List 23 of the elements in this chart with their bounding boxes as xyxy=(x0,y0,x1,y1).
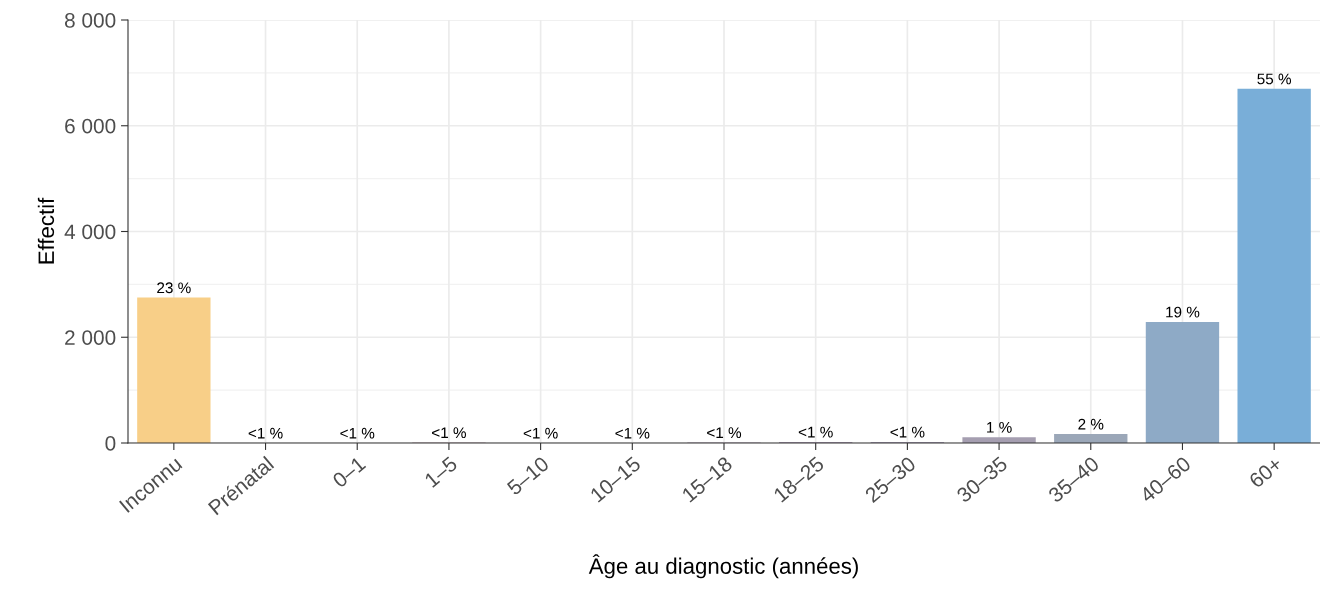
annotation: 23 % xyxy=(157,282,191,294)
y-tick-label: 4 000 xyxy=(64,224,116,240)
annotation: <1 % xyxy=(432,427,466,438)
annotation: 2 % xyxy=(1078,418,1104,430)
annotation: <1 % xyxy=(523,427,558,439)
annotation: <1 % xyxy=(615,427,650,439)
annotation: <1 % xyxy=(890,426,925,438)
annotation: <1 % xyxy=(798,426,833,438)
y-tick-label: 0 xyxy=(105,436,116,451)
annotation: <1 % xyxy=(707,427,742,438)
annotation: 19 % xyxy=(1166,306,1200,318)
x-tick-label: 1–5 xyxy=(424,455,459,488)
x-axis-title: Âge au diagnostic (années) xyxy=(588,554,858,579)
y-tick-label: 8 000 xyxy=(64,13,116,28)
y-tick-label: 6 000 xyxy=(65,118,116,134)
annotation: 1 % xyxy=(987,422,1012,433)
annotation: <1 % xyxy=(248,427,283,439)
y-tick-label: 2 000 xyxy=(65,330,116,345)
annotation: <1 % xyxy=(340,427,375,439)
annotation: 55 % xyxy=(1257,73,1292,85)
y-axis-title: Effectif xyxy=(37,197,55,264)
x-tick-label: 60+ xyxy=(1248,455,1284,489)
x-tick-label: 0–1 xyxy=(331,455,367,489)
